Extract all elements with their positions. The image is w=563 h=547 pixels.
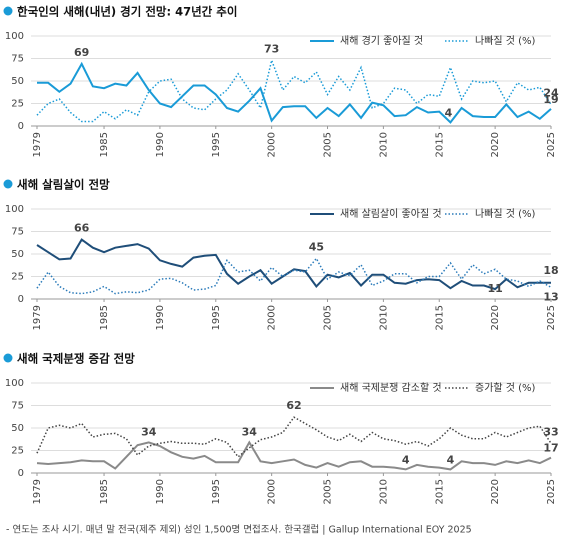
line-series — [36, 416, 552, 458]
legend-label: 새해 살림살이 좋아질 것 — [340, 207, 442, 220]
data-label: 4 — [447, 453, 455, 466]
x-tick-label: 2025 — [546, 479, 557, 504]
data-label: 66 — [74, 222, 90, 235]
line-series — [36, 238, 551, 291]
legend-label: 증가할 것 (%) — [475, 382, 536, 394]
x-tick-label: 1979 — [32, 479, 43, 504]
footnote: - 연도는 조사 시기. 매년 말 전국(제주 제외) 성인 1,500명 면접… — [6, 524, 472, 536]
y-tick-label: 0 — [18, 294, 24, 305]
x-tick-label: 2005 — [323, 132, 334, 157]
data-label: 4 — [445, 106, 453, 119]
x-tick-label: 2010 — [378, 305, 389, 330]
line-series — [36, 57, 552, 123]
data-label: 34 — [141, 425, 157, 438]
y-tick-label: 75 — [11, 227, 24, 238]
legend-label: 새해 국제분쟁 감소할 것 — [340, 381, 442, 394]
x-tick-label: 2000 — [267, 132, 278, 157]
x-tick-label: 2000 — [267, 479, 278, 504]
chart-title: 새해 살림살이 전망 — [17, 178, 110, 192]
y-tick-label: 100 — [5, 31, 24, 42]
x-tick-label: 2000 — [267, 305, 278, 330]
x-tick-label: 1985 — [99, 132, 110, 157]
data-label: 34 — [242, 425, 258, 438]
x-tick-label: 2020 — [490, 305, 501, 330]
data-label: 45 — [309, 241, 324, 254]
x-tick-label: 1990 — [155, 132, 166, 157]
y-tick-label: 100 — [5, 378, 24, 389]
x-tick-label: 1979 — [32, 305, 43, 330]
x-tick-label: 1985 — [99, 305, 110, 330]
y-tick-label: 50 — [11, 423, 24, 434]
x-tick-label: 2020 — [490, 132, 501, 157]
y-tick-label: 25 — [11, 99, 24, 110]
y-tick-label: 0 — [18, 468, 24, 479]
data-label: 18 — [543, 264, 558, 277]
x-tick-label: 2020 — [490, 479, 501, 504]
data-label: 24 — [543, 86, 559, 99]
data-label: 4 — [402, 453, 410, 466]
y-tick-label: 100 — [5, 204, 24, 215]
x-tick-label: 1990 — [155, 479, 166, 504]
data-label: 19 — [543, 93, 558, 106]
x-tick-label: 2010 — [378, 479, 389, 504]
data-label: 62 — [286, 399, 301, 412]
y-tick-label: 50 — [11, 249, 24, 260]
title-bullet — [3, 179, 13, 189]
y-tick-label: 50 — [11, 76, 24, 87]
x-tick-label: 1985 — [99, 479, 110, 504]
x-tick-label: 1979 — [32, 132, 43, 157]
data-label: 73 — [264, 42, 279, 55]
y-tick-label: 75 — [11, 54, 24, 65]
x-tick-label: 1995 — [211, 479, 222, 504]
data-label: 69 — [74, 46, 89, 59]
y-tick-label: 0 — [18, 121, 24, 132]
x-tick-label: 1995 — [211, 305, 222, 330]
x-tick-label: 2015 — [434, 305, 445, 330]
x-tick-label: 2010 — [378, 132, 389, 157]
chart-title: 한국인의 새해(내년) 경기 전망: 47년간 추이 — [17, 5, 237, 19]
title-bullet — [3, 353, 13, 363]
chart-title: 새해 국제분쟁 증감 전망 — [17, 352, 135, 366]
legend-label: 나빠질 것 (%) — [475, 35, 536, 47]
x-tick-label: 2025 — [546, 132, 557, 157]
data-label: 17 — [543, 442, 558, 455]
x-tick-label: 2015 — [434, 132, 445, 157]
y-tick-label: 25 — [11, 446, 24, 457]
y-tick-label: 25 — [11, 272, 24, 283]
x-tick-label: 1995 — [211, 132, 222, 157]
legend-label: 나빠질 것 (%) — [475, 208, 536, 220]
data-label: 33 — [543, 425, 558, 438]
line-series — [36, 440, 552, 471]
title-bullet — [3, 6, 13, 16]
line-series — [37, 61, 552, 124]
x-tick-label: 2005 — [323, 305, 334, 330]
data-label: 13 — [543, 290, 558, 303]
x-tick-label: 1990 — [155, 305, 166, 330]
x-tick-label: 2005 — [323, 479, 334, 504]
x-tick-label: 2015 — [434, 479, 445, 504]
data-label: 11 — [487, 282, 502, 295]
line-series — [36, 257, 552, 295]
legend-label: 새해 경기 좋아질 것 — [340, 34, 423, 47]
x-tick-label: 2025 — [546, 305, 557, 330]
y-tick-label: 75 — [11, 401, 24, 412]
